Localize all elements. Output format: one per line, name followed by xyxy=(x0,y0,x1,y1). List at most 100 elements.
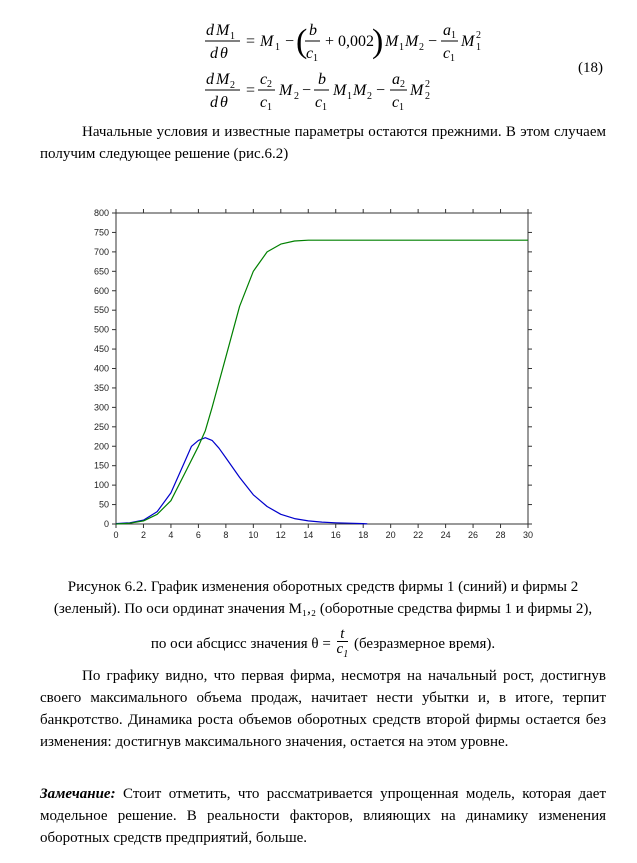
svg-text:2: 2 xyxy=(419,42,424,53)
analysis-paragraph: По графику видно, что первая фирма, несм… xyxy=(40,668,606,750)
x-tick-label: 30 xyxy=(523,530,533,540)
svg-text:c: c xyxy=(260,94,267,111)
x-tick-label: 18 xyxy=(358,530,368,540)
svg-text:M: M xyxy=(352,82,368,99)
y-tick-label: 800 xyxy=(94,208,109,218)
svg-text:θ: θ xyxy=(220,94,228,111)
svg-text:M: M xyxy=(384,33,400,50)
svg-text:1: 1 xyxy=(230,31,235,42)
y-tick-label: 750 xyxy=(94,227,109,237)
svg-text:−: − xyxy=(285,33,294,50)
equation-number: (18) xyxy=(578,60,603,76)
y-tick-label: 300 xyxy=(94,402,109,412)
svg-text:c: c xyxy=(260,71,267,88)
svg-text:c: c xyxy=(315,94,322,111)
x-tick-label: 28 xyxy=(496,530,506,540)
y-tick-label: 450 xyxy=(94,344,109,354)
x-tick-label: 20 xyxy=(386,530,396,540)
x-tick-label: 14 xyxy=(303,530,313,540)
x-tick-label: 4 xyxy=(168,530,173,540)
x-tick-label: 26 xyxy=(468,530,478,540)
svg-text:=: = xyxy=(246,33,255,50)
svg-text:a: a xyxy=(392,71,400,88)
remark-label: Замечание: xyxy=(40,786,116,802)
x-tick-label: 16 xyxy=(331,530,341,540)
svg-text:2: 2 xyxy=(267,79,272,90)
svg-text:M: M xyxy=(460,33,476,50)
svg-text:M: M xyxy=(215,71,231,88)
svg-text:1: 1 xyxy=(450,53,455,64)
svg-text:θ: θ xyxy=(220,45,228,62)
figure-caption: Рисунок 6.2. График изменения оборотных … xyxy=(53,579,593,617)
svg-text:M: M xyxy=(278,82,294,99)
y-tick-label: 600 xyxy=(94,286,109,296)
svg-text:1: 1 xyxy=(399,42,404,53)
svg-text:M: M xyxy=(332,82,348,99)
svg-text:d: d xyxy=(210,45,219,62)
svg-text:1: 1 xyxy=(476,42,481,53)
svg-text:): ) xyxy=(372,23,383,60)
svg-text:c: c xyxy=(392,94,399,111)
y-tick-label: 250 xyxy=(94,422,109,432)
y-tick-label: 700 xyxy=(94,247,109,257)
caption-line-3-suffix: (безразмерное время). xyxy=(353,635,496,652)
svg-text:1: 1 xyxy=(275,42,280,53)
series-firm2-line xyxy=(115,239,528,525)
svg-text:−: − xyxy=(302,82,311,99)
x-tick-label: 2 xyxy=(141,530,146,540)
caption-line-3-prefix: по оси абсцисс значения θ = xyxy=(150,635,331,652)
svg-text:M: M xyxy=(259,33,275,50)
chart-series xyxy=(115,239,528,525)
chart-axes: 0501001502002503003504004505005506006507… xyxy=(94,208,533,540)
remark-paragraph: Замечание: Стоит отметить, что рассматри… xyxy=(40,783,606,849)
svg-text:2: 2 xyxy=(425,79,430,90)
svg-text:1: 1 xyxy=(451,30,456,41)
svg-text:c: c xyxy=(443,45,450,62)
y-tick-label: 350 xyxy=(94,383,109,393)
svg-text:2: 2 xyxy=(476,30,481,41)
svg-text:M: M xyxy=(404,33,420,50)
x-tick-label: 10 xyxy=(248,530,258,540)
x-tick-label: 12 xyxy=(276,530,286,540)
y-tick-label: 150 xyxy=(94,461,109,471)
svg-text:2: 2 xyxy=(425,91,430,102)
svg-text:=: = xyxy=(246,82,255,99)
intro-paragraph: Начальные условия и известные параметры … xyxy=(40,124,606,162)
svg-text:+ 0,002: + 0,002 xyxy=(325,33,374,50)
svg-text:c: c xyxy=(306,45,313,62)
remark-body: Стоит отметить, что рассматривается упро… xyxy=(40,786,606,846)
x-tick-label: 6 xyxy=(196,530,201,540)
svg-text:b: b xyxy=(318,71,326,88)
svg-text:−: − xyxy=(376,82,385,99)
series-firm1-line xyxy=(115,437,368,525)
line-chart: 0501001502002503003504004505005506006507… xyxy=(94,208,533,540)
x-tick-label: 8 xyxy=(223,530,228,540)
y-tick-label: 400 xyxy=(94,364,109,374)
svg-text:1: 1 xyxy=(267,102,272,113)
x-tick-label: 22 xyxy=(413,530,423,540)
svg-text:M: M xyxy=(409,82,425,99)
y-tick-label: 650 xyxy=(94,266,109,276)
svg-text:2: 2 xyxy=(294,91,299,102)
svg-text:a: a xyxy=(443,22,451,39)
svg-text:b: b xyxy=(309,22,317,39)
svg-text:2: 2 xyxy=(367,91,372,102)
svg-text:d: d xyxy=(206,71,215,88)
svg-text:(: ( xyxy=(296,23,307,60)
y-tick-label: 50 xyxy=(99,500,109,510)
svg-text:2: 2 xyxy=(400,79,405,90)
x-tick-label: 24 xyxy=(441,530,451,540)
svg-text:2: 2 xyxy=(230,80,235,91)
caption-line-3: по оси абсцисс значения θ = t c1 (безразм… xyxy=(40,627,606,662)
svg-text:1: 1 xyxy=(313,53,318,64)
y-tick-label: 200 xyxy=(94,441,109,451)
y-tick-label: 0 xyxy=(104,519,109,529)
theta-fraction: t c1 xyxy=(336,626,349,660)
svg-text:1: 1 xyxy=(399,102,404,113)
svg-text:M: M xyxy=(215,22,231,39)
x-tick-label: 0 xyxy=(113,530,118,540)
svg-text:−: − xyxy=(428,33,437,50)
